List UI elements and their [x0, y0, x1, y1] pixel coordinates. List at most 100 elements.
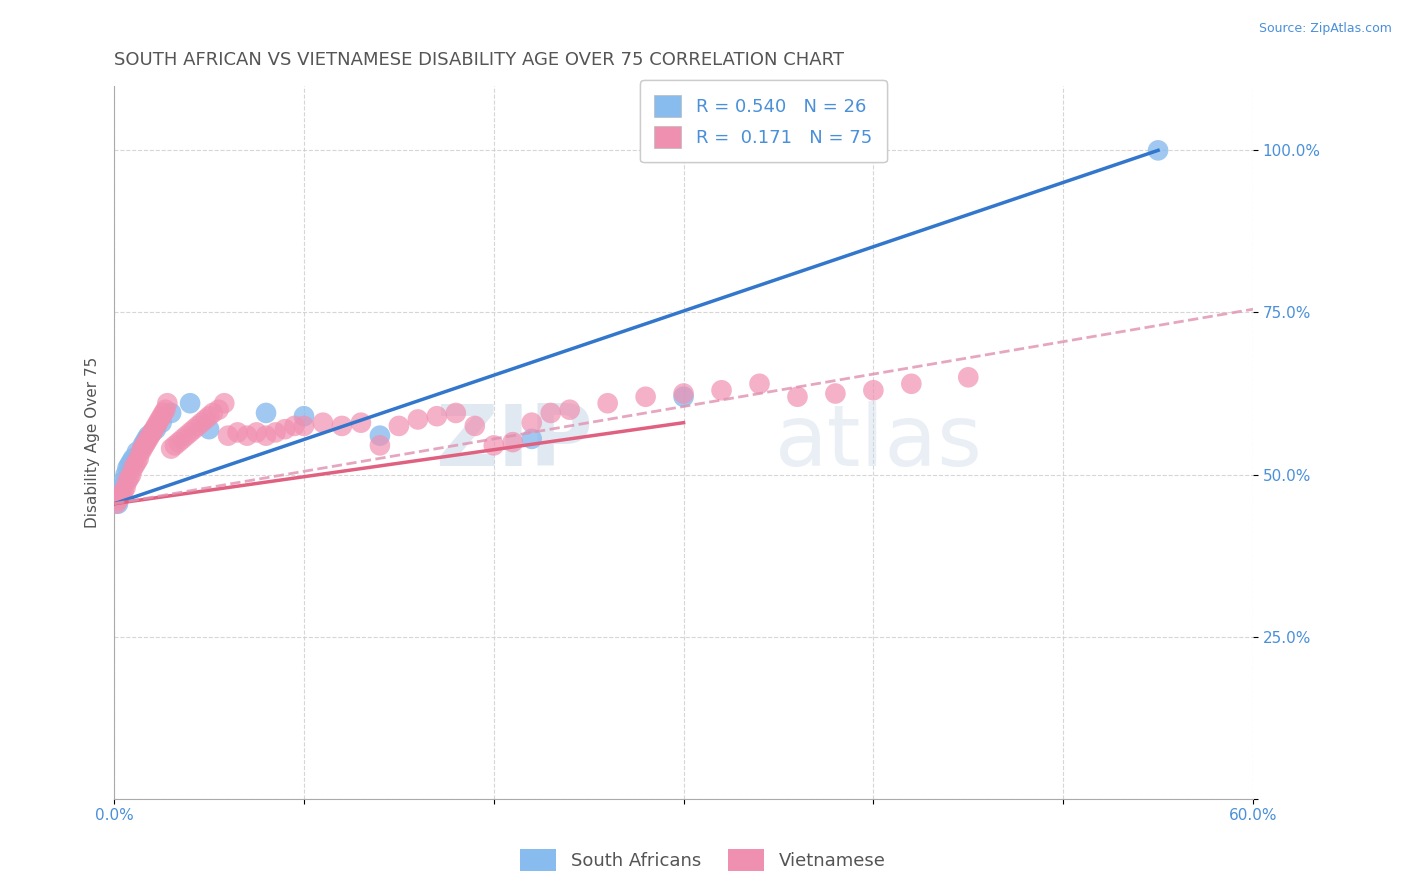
- Point: [245, 425, 267, 440]
- Point: [201, 406, 224, 420]
- Point: [214, 396, 236, 410]
- Point: [114, 467, 136, 482]
- Point: [179, 425, 201, 440]
- Point: [120, 454, 142, 468]
- Point: [187, 418, 209, 433]
- Point: [138, 428, 160, 442]
- Point: [368, 428, 391, 442]
- Point: [160, 406, 183, 420]
- Point: [112, 474, 135, 488]
- Point: [149, 412, 172, 426]
- Point: [111, 487, 134, 501]
- Point: [108, 490, 131, 504]
- Point: [112, 483, 135, 498]
- Point: [108, 487, 131, 501]
- Point: [107, 493, 129, 508]
- Point: [134, 438, 156, 452]
- Point: [264, 425, 287, 440]
- Point: [502, 435, 524, 450]
- Point: [183, 422, 205, 436]
- Point: [520, 432, 543, 446]
- Point: [122, 461, 145, 475]
- Legend: South Africans, Vietnamese: South Africans, Vietnamese: [513, 842, 893, 879]
- Point: [672, 386, 695, 401]
- Point: [254, 406, 277, 420]
- Point: [139, 428, 162, 442]
- Point: [634, 390, 657, 404]
- Point: [145, 422, 167, 436]
- Point: [198, 422, 221, 436]
- Y-axis label: Disability Age Over 75: Disability Age Over 75: [86, 357, 100, 528]
- Point: [520, 416, 543, 430]
- Point: [167, 435, 190, 450]
- Point: [217, 428, 239, 442]
- Point: [464, 418, 486, 433]
- Point: [114, 481, 136, 495]
- Point: [135, 432, 157, 446]
- Point: [1147, 144, 1170, 158]
- Point: [179, 396, 201, 410]
- Point: [160, 442, 183, 456]
- Point: [350, 416, 373, 430]
- Point: [172, 432, 194, 446]
- Point: [558, 402, 581, 417]
- Point: [150, 409, 173, 424]
- Point: [786, 390, 808, 404]
- Text: atlas: atlas: [775, 401, 983, 483]
- Point: [748, 376, 770, 391]
- Point: [540, 406, 562, 420]
- Point: [710, 384, 733, 398]
- Point: [900, 376, 922, 391]
- Point: [274, 422, 297, 436]
- Point: [125, 454, 148, 468]
- Point: [117, 474, 139, 488]
- Point: [672, 390, 695, 404]
- Point: [190, 416, 212, 430]
- Point: [120, 467, 142, 482]
- Point: [207, 402, 229, 417]
- Point: [198, 409, 221, 424]
- Point: [117, 461, 139, 475]
- Point: [145, 418, 167, 433]
- Point: [122, 451, 145, 466]
- Point: [156, 396, 179, 410]
- Text: ZIP: ZIP: [434, 401, 592, 483]
- Point: [388, 418, 411, 433]
- Point: [138, 432, 160, 446]
- Legend: R = 0.540   N = 26, R =  0.171   N = 75: R = 0.540 N = 26, R = 0.171 N = 75: [640, 80, 887, 162]
- Point: [107, 497, 129, 511]
- Point: [444, 406, 467, 420]
- Point: [482, 438, 505, 452]
- Point: [236, 428, 259, 442]
- Point: [134, 435, 156, 450]
- Point: [426, 409, 449, 424]
- Point: [176, 428, 198, 442]
- Point: [155, 402, 177, 417]
- Point: [141, 425, 163, 440]
- Point: [292, 418, 315, 433]
- Point: [957, 370, 980, 384]
- Point: [226, 425, 249, 440]
- Point: [124, 458, 146, 472]
- Point: [131, 438, 153, 452]
- Point: [330, 418, 353, 433]
- Point: [194, 412, 217, 426]
- Point: [406, 412, 429, 426]
- Point: [125, 445, 148, 459]
- Point: [152, 406, 174, 420]
- Point: [131, 442, 153, 456]
- Point: [254, 428, 277, 442]
- Point: [862, 384, 884, 398]
- Point: [128, 451, 150, 466]
- Point: [368, 438, 391, 452]
- Text: Source: ZipAtlas.com: Source: ZipAtlas.com: [1258, 22, 1392, 36]
- Text: SOUTH AFRICAN VS VIETNAMESE DISABILITY AGE OVER 75 CORRELATION CHART: SOUTH AFRICAN VS VIETNAMESE DISABILITY A…: [114, 51, 844, 69]
- Point: [105, 497, 128, 511]
- Point: [135, 435, 157, 450]
- Point: [118, 471, 141, 485]
- Point: [150, 416, 173, 430]
- Point: [141, 425, 163, 440]
- Point: [283, 418, 305, 433]
- Point: [292, 409, 315, 424]
- Point: [111, 481, 134, 495]
